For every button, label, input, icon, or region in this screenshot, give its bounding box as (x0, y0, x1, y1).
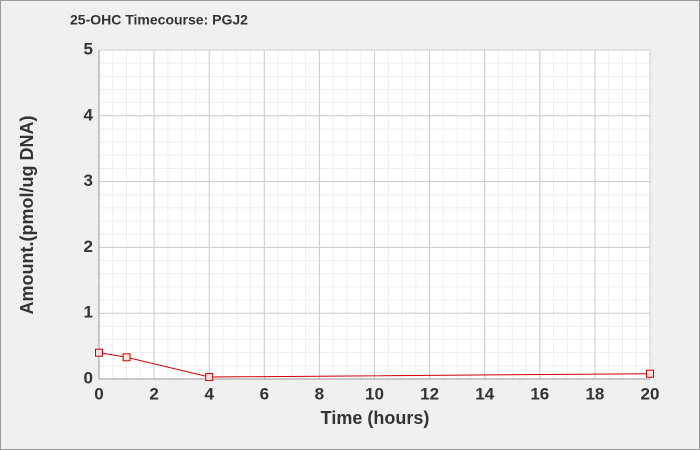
x-tick-label: 6 (260, 384, 269, 403)
y-tick-label: 5 (84, 39, 93, 58)
y-axis-label: Amount.(pmol/ug DNA) (17, 116, 37, 315)
x-tick-label: 16 (530, 384, 549, 403)
y-tick-label: 2 (84, 237, 93, 256)
x-tick-label: 8 (315, 384, 324, 403)
x-tick-label: 10 (365, 384, 384, 403)
data-point (646, 369, 654, 378)
data-point (205, 373, 214, 382)
data-line (98, 352, 651, 378)
y-tick-label: 4 (84, 105, 94, 124)
x-axis-label: Time (hours) (321, 408, 430, 428)
y-tick-label: 3 (84, 171, 93, 190)
x-tick-label: 14 (475, 384, 494, 403)
x-tick-label: 2 (149, 384, 158, 403)
x-tick-label: 12 (420, 384, 439, 403)
x-tick-label: 18 (585, 384, 604, 403)
x-tick-label: 0 (94, 384, 103, 403)
x-tick-label: 4 (204, 384, 214, 403)
x-tick-label: 20 (641, 384, 660, 403)
y-tick-label: 1 (84, 303, 93, 322)
data-point (95, 348, 103, 357)
y-tick-label: 0 (84, 368, 93, 387)
chart-title: 25-OHC Timecourse: PGJ2 (70, 12, 248, 28)
data-point (122, 353, 131, 362)
